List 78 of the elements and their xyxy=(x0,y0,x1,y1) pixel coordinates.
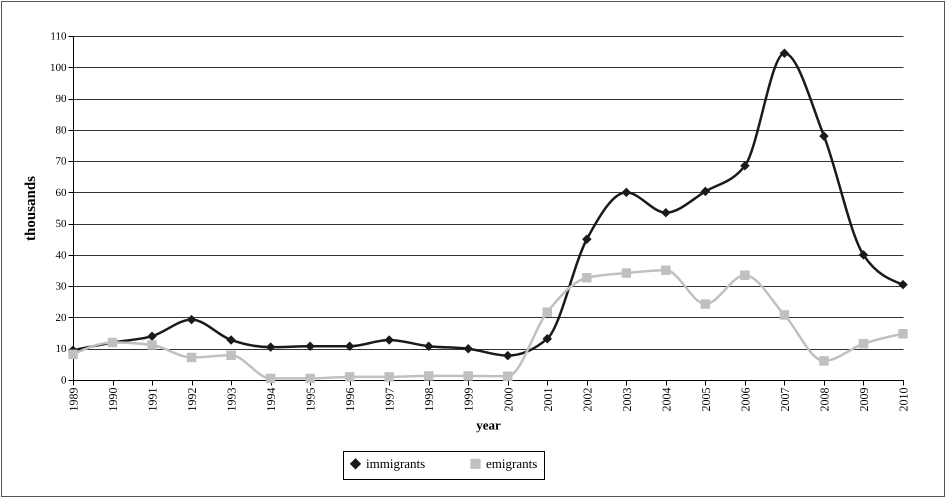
x-axis-title: year xyxy=(476,418,501,432)
point xyxy=(780,310,790,320)
x-tick-label: 2010 xyxy=(896,388,910,412)
point xyxy=(740,270,750,280)
point xyxy=(582,234,592,244)
point xyxy=(780,48,790,58)
point xyxy=(266,374,276,384)
x-tick-label: 2006 xyxy=(738,388,752,412)
point xyxy=(661,208,671,218)
point xyxy=(186,314,196,324)
point xyxy=(542,307,552,317)
y-tick-label: 70 xyxy=(56,156,67,168)
y-tick-label: 100 xyxy=(50,62,67,74)
x-tick-label: 2001 xyxy=(540,388,555,412)
x-tick-label: 2008 xyxy=(817,388,832,412)
x-tick-label: 1996 xyxy=(343,388,358,412)
point xyxy=(186,352,196,362)
y-tick-label: 10 xyxy=(56,343,67,356)
y-tick-label: 50 xyxy=(56,218,67,230)
x-tick-label: 1990 xyxy=(106,388,120,412)
point xyxy=(503,372,513,381)
x-tick-label: 1997 xyxy=(382,388,397,412)
x-tick-label: 1994 xyxy=(264,388,278,412)
x-tick-label: 1992 xyxy=(185,388,200,412)
point xyxy=(344,372,354,382)
y-tick-label: 30 xyxy=(56,280,67,293)
y-tick-label: 110 xyxy=(50,30,67,42)
point xyxy=(819,131,829,141)
y-tick-label: 90 xyxy=(56,93,67,106)
point xyxy=(898,328,908,338)
point xyxy=(622,268,632,278)
y-tick-label: 20 xyxy=(56,312,67,324)
y-tick-label: 80 xyxy=(56,124,67,136)
point xyxy=(740,161,750,171)
x-tick-label: 2004 xyxy=(659,388,674,412)
legend-label: immigrants xyxy=(366,456,426,471)
point xyxy=(226,350,236,360)
y-tick-label: 0 xyxy=(61,374,67,386)
point xyxy=(463,344,473,354)
point xyxy=(700,186,710,196)
y-axis-title: thousands xyxy=(23,176,39,242)
point xyxy=(898,280,908,290)
x-tick-label: 1999 xyxy=(462,388,476,412)
point xyxy=(147,331,157,341)
x-tick-label: 2007 xyxy=(778,388,792,412)
x-tick-label: 2003 xyxy=(620,388,634,412)
point xyxy=(424,371,434,381)
point xyxy=(305,374,315,384)
point xyxy=(582,272,592,282)
point xyxy=(858,250,868,260)
point xyxy=(700,299,710,309)
legend-label: emigrants xyxy=(486,456,538,471)
point xyxy=(819,356,829,366)
point xyxy=(305,341,315,351)
x-tick-label: 2002 xyxy=(580,388,594,412)
point xyxy=(542,334,552,344)
point xyxy=(858,338,868,348)
x-tick-label: 2000 xyxy=(501,388,516,412)
x-tick-label: 2009 xyxy=(856,388,871,412)
y-tick-label: 60 xyxy=(56,186,67,199)
x-tick-label: 1995 xyxy=(304,388,318,412)
point xyxy=(463,371,473,381)
point xyxy=(384,372,394,382)
point xyxy=(266,342,276,352)
x-tick-label: 1991 xyxy=(146,388,160,412)
x-tick-label: 1989 xyxy=(66,388,80,412)
point xyxy=(344,341,354,351)
point xyxy=(622,188,632,198)
x-tick-label: 1998 xyxy=(422,388,436,412)
point xyxy=(503,350,513,360)
point xyxy=(226,335,236,345)
y-tick-label: 40 xyxy=(56,249,67,262)
point xyxy=(661,265,671,275)
x-tick-label: 1993 xyxy=(224,388,239,412)
point xyxy=(424,341,434,351)
point xyxy=(147,340,157,350)
point xyxy=(384,335,394,345)
x-tick-label: 2005 xyxy=(698,388,713,412)
